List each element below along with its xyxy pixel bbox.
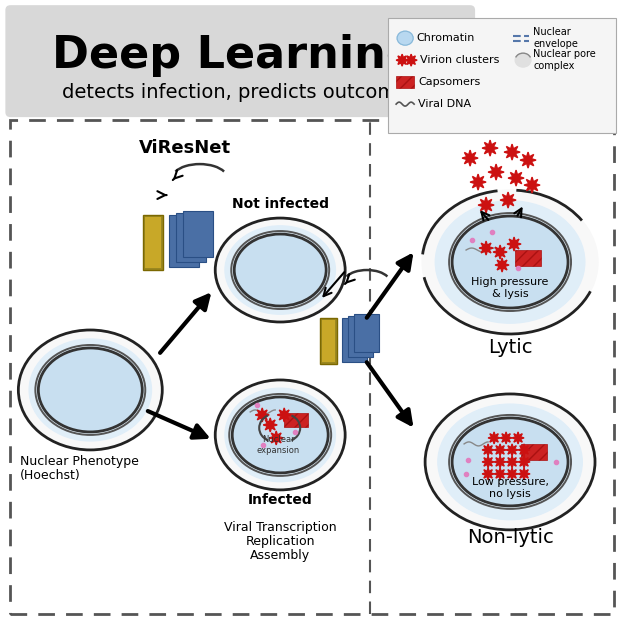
- Polygon shape: [488, 432, 500, 444]
- Bar: [521, 444, 547, 460]
- FancyBboxPatch shape: [144, 215, 163, 270]
- Ellipse shape: [436, 201, 585, 323]
- Polygon shape: [506, 456, 518, 468]
- Polygon shape: [518, 456, 530, 468]
- Polygon shape: [488, 164, 504, 180]
- Polygon shape: [518, 468, 530, 480]
- Polygon shape: [494, 444, 506, 456]
- Text: Chromatin: Chromatin: [416, 33, 474, 43]
- Ellipse shape: [225, 226, 336, 314]
- Polygon shape: [500, 432, 512, 444]
- Polygon shape: [478, 197, 494, 213]
- FancyBboxPatch shape: [169, 215, 199, 267]
- Polygon shape: [479, 241, 493, 255]
- Polygon shape: [263, 418, 277, 432]
- Polygon shape: [482, 468, 494, 480]
- Text: Not infected: Not infected: [232, 197, 329, 211]
- Polygon shape: [524, 177, 540, 193]
- Polygon shape: [506, 444, 518, 456]
- Ellipse shape: [452, 418, 568, 506]
- FancyBboxPatch shape: [354, 314, 379, 352]
- Ellipse shape: [215, 218, 345, 322]
- FancyBboxPatch shape: [343, 318, 368, 362]
- Text: High pressure
& lysis: High pressure & lysis: [471, 277, 548, 299]
- Text: Capsomers: Capsomers: [418, 77, 480, 87]
- Text: Viral Transcription: Viral Transcription: [224, 522, 336, 534]
- Bar: [515, 250, 541, 266]
- Polygon shape: [495, 258, 509, 272]
- Polygon shape: [507, 237, 521, 251]
- Bar: [396, 76, 414, 88]
- Bar: [11, 120, 614, 614]
- FancyBboxPatch shape: [145, 217, 161, 268]
- Text: Low pressure,
no lysis: Low pressure, no lysis: [472, 477, 548, 499]
- Polygon shape: [504, 144, 520, 160]
- FancyBboxPatch shape: [6, 5, 475, 117]
- FancyBboxPatch shape: [183, 211, 213, 257]
- Polygon shape: [482, 456, 494, 468]
- Text: ViResNet: ViResNet: [139, 139, 232, 157]
- FancyBboxPatch shape: [388, 18, 616, 133]
- Polygon shape: [269, 431, 283, 445]
- Text: Nuclear pore
complex: Nuclear pore complex: [533, 49, 596, 71]
- Text: Deep Learning: Deep Learning: [52, 34, 418, 77]
- Ellipse shape: [397, 31, 413, 45]
- Bar: [284, 413, 308, 427]
- Polygon shape: [500, 192, 516, 208]
- Polygon shape: [482, 140, 498, 156]
- Polygon shape: [462, 150, 478, 166]
- Ellipse shape: [425, 394, 595, 530]
- Polygon shape: [482, 444, 494, 456]
- Polygon shape: [494, 456, 506, 468]
- Polygon shape: [396, 54, 408, 66]
- FancyBboxPatch shape: [320, 318, 337, 364]
- Polygon shape: [470, 174, 486, 190]
- Polygon shape: [493, 245, 507, 259]
- FancyBboxPatch shape: [176, 213, 207, 262]
- Text: Viral DNA: Viral DNA: [418, 99, 471, 109]
- Polygon shape: [494, 468, 506, 480]
- Text: Nuclear Phenotype: Nuclear Phenotype: [21, 456, 139, 469]
- Text: Non-lytic: Non-lytic: [467, 529, 553, 547]
- Ellipse shape: [438, 404, 582, 520]
- Text: Assembly: Assembly: [250, 549, 310, 562]
- Polygon shape: [518, 444, 530, 456]
- Ellipse shape: [234, 234, 326, 306]
- Text: (Hoechst): (Hoechst): [21, 469, 81, 482]
- FancyBboxPatch shape: [348, 316, 373, 357]
- Ellipse shape: [29, 339, 152, 441]
- Polygon shape: [506, 468, 518, 480]
- Polygon shape: [405, 54, 417, 66]
- Text: Infected: Infected: [248, 493, 313, 507]
- Text: Replication: Replication: [245, 535, 315, 548]
- Ellipse shape: [38, 348, 142, 432]
- Ellipse shape: [215, 380, 345, 490]
- Polygon shape: [512, 432, 524, 444]
- Polygon shape: [255, 408, 269, 422]
- Ellipse shape: [515, 53, 531, 67]
- Ellipse shape: [422, 190, 598, 334]
- Text: Nuclear
expansion: Nuclear expansion: [256, 435, 300, 455]
- Text: Lytic: Lytic: [488, 338, 532, 358]
- Text: Virion clusters: Virion clusters: [420, 55, 499, 65]
- Ellipse shape: [225, 388, 336, 482]
- Text: detects infection, predicts outcome: detects infection, predicts outcome: [62, 82, 408, 102]
- Ellipse shape: [232, 397, 328, 473]
- FancyBboxPatch shape: [322, 320, 335, 362]
- Ellipse shape: [18, 330, 162, 450]
- Text: Nuclear
envelope: Nuclear envelope: [533, 27, 578, 49]
- Ellipse shape: [452, 216, 568, 308]
- Polygon shape: [277, 408, 291, 422]
- Polygon shape: [508, 170, 524, 186]
- Polygon shape: [520, 152, 536, 168]
